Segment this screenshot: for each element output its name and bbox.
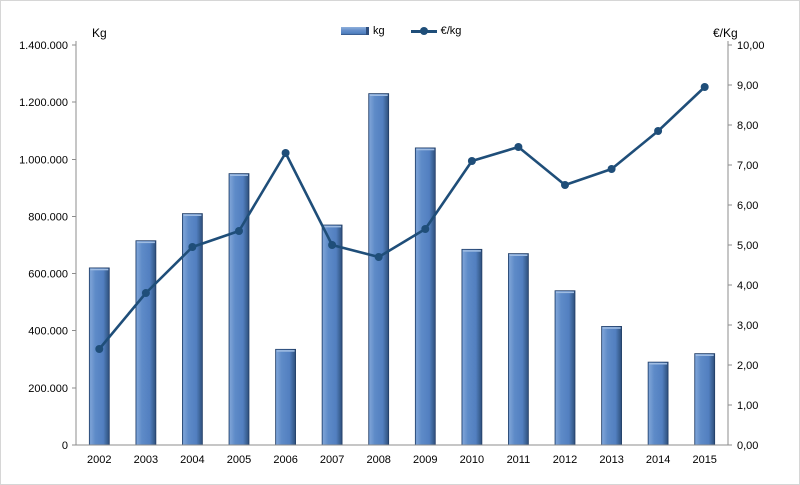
bar-2007 — [321, 224, 343, 446]
right-axis-tick-label: 9,00 — [737, 80, 758, 92]
line-point-2005 — [235, 227, 243, 235]
bar-top-highlight — [509, 254, 528, 256]
right-axis-tick-label: 7,00 — [737, 160, 758, 172]
x-axis-label-2006: 2006 — [273, 454, 297, 466]
left-axis-tick-label: 1.400.000 — [19, 40, 68, 52]
right-axis-tick-label: 5,00 — [737, 240, 758, 252]
line-marker-icon — [419, 26, 428, 35]
bar-2003 — [135, 240, 157, 446]
right-axis-tick-label: 3,00 — [737, 320, 758, 332]
x-axis-label-2004: 2004 — [180, 454, 204, 466]
legend-item-kg: kg — [341, 25, 385, 37]
axis-frame — [75, 41, 729, 446]
right-axis-tick-label: 0,00 — [737, 440, 758, 452]
bar-2005 — [228, 173, 250, 446]
left-axis-tick-label: 1.000.000 — [19, 154, 68, 166]
bar-2009 — [414, 147, 436, 446]
line-point-2011 — [514, 143, 523, 151]
x-axis-label-2012: 2012 — [553, 454, 577, 466]
x-axis-label-2008: 2008 — [366, 454, 390, 466]
bar-top-highlight — [230, 174, 248, 176]
x-axis-label-2007: 2007 — [320, 454, 344, 466]
left-axis-tick-label: 800.000 — [28, 211, 68, 223]
x-axis-label-2013: 2013 — [599, 454, 623, 466]
left-axis-tick-label: 200.000 — [28, 383, 68, 395]
bar-top-highlight — [90, 268, 109, 271]
line-point-2010 — [467, 157, 476, 165]
legend-item-eur-per-kg: €/kg — [410, 25, 462, 37]
bar-top-highlight — [695, 354, 714, 356]
bar-2015 — [694, 353, 716, 446]
bar-top-highlight — [462, 250, 481, 252]
line-point-2008 — [374, 253, 383, 261]
bar-2014 — [647, 361, 669, 446]
bar-top-highlight — [183, 214, 202, 216]
left-axis-tick-label: 600.000 — [28, 269, 68, 281]
left-axis-tick-label: 400.000 — [28, 326, 68, 338]
x-axis-label-2009: 2009 — [413, 454, 437, 466]
left-axis-tick-label: 0 — [62, 440, 68, 452]
line-point-2015 — [700, 83, 709, 91]
x-axis-label-2014: 2014 — [646, 454, 670, 466]
right-axis-tick-label: 1,00 — [737, 400, 758, 412]
bar-series-swatch-icon — [341, 27, 369, 35]
line-point-2009 — [421, 225, 430, 233]
bar-2011 — [508, 253, 529, 446]
line-point-2003 — [141, 289, 150, 297]
x-axis-label-2015: 2015 — [692, 454, 716, 466]
right-axis-tick-label: 6,00 — [737, 200, 758, 212]
left-axis-title: Kg — [92, 26, 107, 40]
bar-top-highlight — [136, 241, 155, 244]
line-point-2006 — [281, 149, 290, 157]
line-point-2004 — [188, 243, 197, 251]
right-axis-tick-label: 10,00 — [737, 40, 765, 52]
x-axis-label-2003: 2003 — [134, 454, 158, 466]
right-axis-tick-label: 4,00 — [737, 280, 758, 292]
line-point-2013 — [607, 165, 616, 173]
bar-top-highlight — [556, 291, 574, 294]
bar-2006 — [275, 348, 296, 446]
right-axis-tick-label: 2,00 — [737, 360, 758, 372]
bar-top-highlight — [369, 94, 388, 96]
line-point-2014 — [654, 127, 663, 135]
right-axis-title: €/Kg — [713, 26, 738, 40]
line-point-2012 — [561, 181, 569, 189]
line-series-swatch-icon — [410, 26, 437, 35]
x-axis-label-2010: 2010 — [460, 454, 484, 466]
x-axis-label-2002: 2002 — [87, 454, 111, 466]
bar-2010 — [461, 248, 483, 446]
right-axis-tick-label: 8,00 — [737, 120, 758, 132]
x-axis-label-2011: 2011 — [507, 454, 531, 466]
bar-2008 — [368, 93, 390, 446]
bar-2012 — [554, 290, 576, 446]
eur-per-kg-line — [98, 85, 707, 351]
bar-top-highlight — [276, 350, 295, 352]
legend-label-kg: kg — [373, 25, 385, 37]
x-axis-label-2005: 2005 — [227, 454, 251, 466]
chart-legend: kg €/kg — [341, 25, 461, 37]
left-axis-tick-label: 1.200.000 — [19, 97, 68, 109]
line-point-2002 — [95, 345, 104, 353]
bar-2013 — [601, 326, 622, 446]
bar-top-highlight — [416, 148, 435, 151]
line-point-2007 — [328, 241, 337, 249]
bar-top-highlight — [323, 225, 342, 228]
bar-2002 — [88, 267, 110, 446]
bar-top-highlight — [602, 327, 621, 329]
legend-label-eur-per-kg: €/kg — [440, 25, 462, 37]
bar-top-highlight — [649, 362, 668, 365]
